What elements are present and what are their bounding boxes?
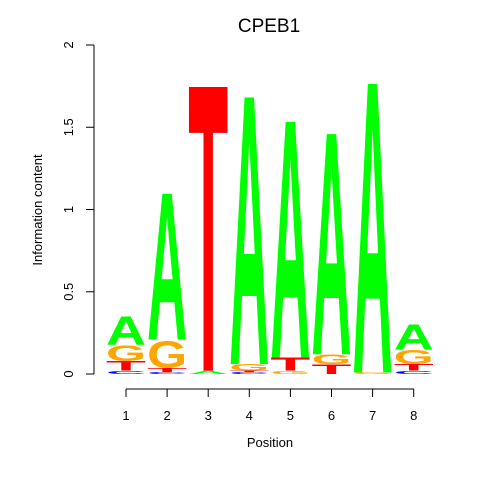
logo-letter-a: A: [229, 13, 269, 447]
x-axis-ticks: 1 2 3 4 5 6 7 8: [122, 389, 417, 423]
x-tick-label: 5: [287, 408, 294, 423]
logo-letter-g: G: [353, 372, 393, 375]
x-tick-label: 8: [410, 408, 417, 423]
logo-letter-t: T: [106, 359, 146, 374]
logo-letter-a: A: [106, 308, 146, 353]
logo-letter-a: A: [353, 0, 393, 462]
logo-letter-c: C: [147, 372, 187, 374]
logo-letter-t: T: [229, 370, 269, 373]
y-axis-ticks: 0 0.5 1 1.5 2: [61, 41, 94, 378]
logo-letter-c: C: [106, 370, 146, 375]
logo-letter-a: A: [312, 64, 352, 422]
x-axis-label: Position: [247, 435, 293, 450]
logo-letter-t: T: [188, 0, 228, 459]
logo-letter-t: T: [394, 363, 435, 373]
x-tick-label: 7: [369, 408, 376, 423]
y-tick-label: 1: [61, 206, 76, 213]
logo-letter-g: G: [229, 363, 269, 373]
x-tick-label: 1: [122, 408, 129, 423]
logo-letter-g: G: [312, 352, 352, 367]
logo-letter-g: G: [394, 346, 434, 368]
x-tick-label: 4: [246, 408, 253, 423]
y-axis-label: Information content: [30, 154, 45, 266]
logo-letter-t: T: [270, 355, 310, 375]
logo-letter-g: G: [106, 341, 146, 366]
logo-letter-a: A: [147, 148, 187, 385]
logo-letter-c: C: [394, 370, 434, 375]
x-tick-label: 2: [163, 408, 170, 423]
logo-letter-g: G: [270, 370, 310, 375]
logo-letter-c: C: [229, 372, 269, 374]
logo-letter-a: A: [270, 48, 310, 431]
logo-letter-a: A: [188, 370, 228, 375]
x-tick-label: 6: [328, 408, 335, 423]
logo-letter-t: T: [147, 366, 187, 374]
y-tick-label: 0.5: [61, 283, 76, 301]
y-tick-label: 0: [61, 370, 76, 377]
logo-letter-g: G: [147, 333, 187, 376]
x-tick-label: 3: [205, 408, 212, 423]
logo-letter-a: A: [394, 317, 434, 357]
y-tick-label: 1.5: [61, 118, 76, 136]
chart-title: CPEB1: [238, 16, 300, 37]
logo-letter-t: T: [312, 362, 352, 377]
y-tick-label: 2: [61, 41, 76, 48]
